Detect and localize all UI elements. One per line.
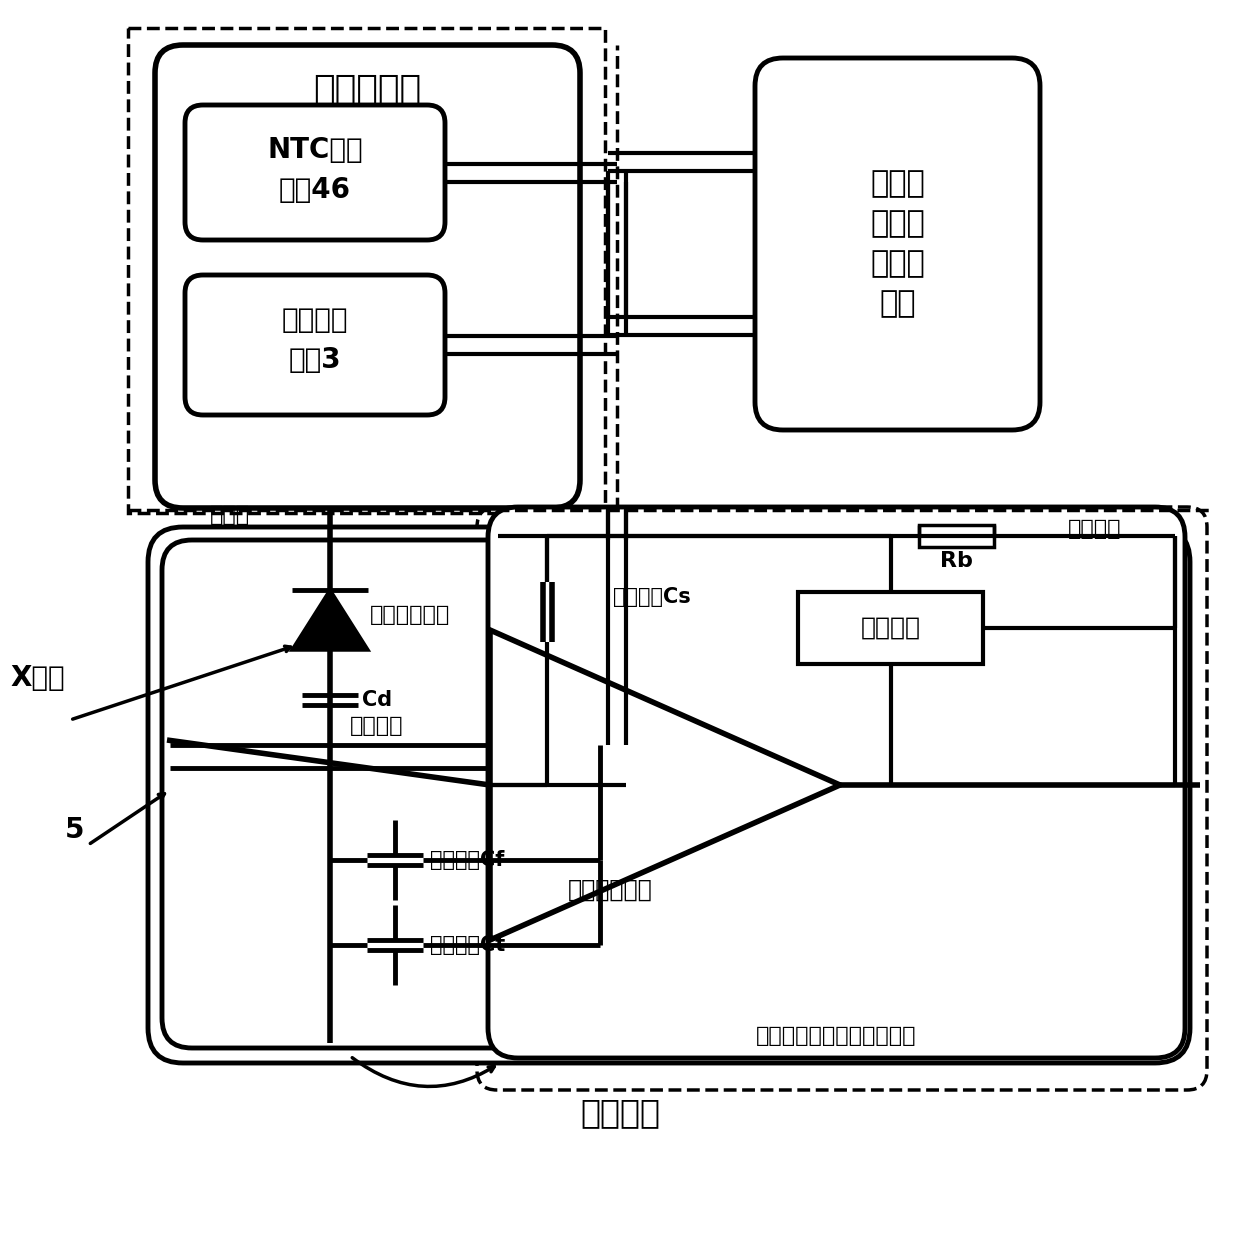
Text: 晶片寄生电容: 晶片寄生电容 — [370, 605, 450, 625]
FancyBboxPatch shape — [148, 527, 1190, 1063]
FancyBboxPatch shape — [185, 104, 445, 240]
Text: Cd: Cd — [362, 689, 392, 710]
Text: 复位电容Cs: 复位电容Cs — [613, 587, 691, 608]
Text: 制冷片: 制冷片 — [870, 170, 925, 199]
Polygon shape — [291, 590, 368, 650]
Text: 冷片3: 冷片3 — [289, 346, 341, 374]
FancyBboxPatch shape — [155, 45, 580, 508]
Bar — [919, 525, 994, 547]
Text: 5: 5 — [66, 816, 84, 844]
Text: 恒定低: 恒定低 — [870, 210, 925, 239]
Polygon shape — [490, 630, 839, 940]
Text: 填充氮气: 填充氮气 — [580, 1097, 660, 1130]
FancyBboxPatch shape — [185, 276, 445, 415]
FancyBboxPatch shape — [489, 507, 1185, 1058]
Bar — [799, 593, 983, 664]
Text: 半导体制: 半导体制 — [281, 306, 348, 335]
Text: NTC热敏: NTC热敏 — [267, 136, 363, 164]
Text: 测试电容Ct: 测试电容Ct — [430, 935, 505, 955]
Bar — [128, 28, 605, 513]
Text: Rb: Rb — [940, 551, 973, 571]
FancyBboxPatch shape — [755, 58, 1040, 430]
Text: 场效应管: 场效应管 — [350, 716, 403, 736]
Text: 电路: 电路 — [879, 289, 916, 318]
Text: 偏置电压: 偏置电压 — [1068, 520, 1122, 538]
Text: 碲锥锨探头: 碲锥锨探头 — [314, 73, 422, 107]
Text: 基本放大电路: 基本放大电路 — [568, 878, 652, 902]
Text: 电阶46: 电阶46 — [279, 176, 351, 204]
Text: 渡铝膜: 渡铝膜 — [210, 504, 250, 525]
Text: 反馈电容Cf: 反馈电容Cf — [430, 850, 505, 871]
Text: 温驱动: 温驱动 — [870, 249, 925, 278]
Text: 复位型电荷灵敏前置放大器: 复位型电荷灵敏前置放大器 — [756, 1027, 916, 1045]
Text: X射线: X射线 — [11, 664, 66, 692]
Text: 复位电路: 复位电路 — [861, 616, 920, 640]
FancyBboxPatch shape — [162, 540, 630, 1048]
